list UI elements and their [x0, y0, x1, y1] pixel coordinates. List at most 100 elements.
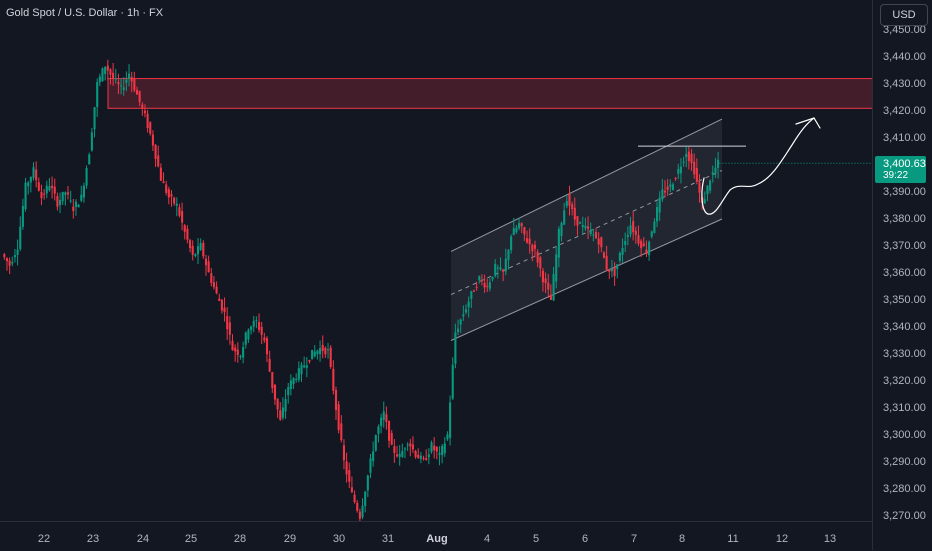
candle-body — [491, 276, 494, 280]
candle-body — [130, 76, 133, 82]
price-tick: 3,430.00 — [883, 78, 926, 90]
candle-body — [135, 90, 139, 95]
candle-body — [693, 161, 696, 175]
projection-arrowhead — [795, 117, 821, 129]
candle-body — [340, 423, 343, 441]
time-tick: 30 — [332, 533, 346, 545]
time-tick: 13 — [823, 533, 837, 545]
price-chart[interactable] — [0, 0, 872, 521]
candle-body — [35, 169, 38, 181]
candle-body — [549, 294, 552, 300]
price-tick: 3,310.00 — [883, 402, 926, 414]
candle-body — [223, 307, 226, 313]
candle-body — [210, 273, 213, 283]
price-tick: 3,380.00 — [883, 213, 926, 225]
candle-body — [255, 320, 258, 322]
candle-body — [629, 225, 632, 235]
candle-body — [138, 91, 141, 102]
candle-body — [247, 329, 250, 340]
candle-body — [441, 445, 444, 456]
candle-body — [231, 340, 234, 351]
candle-body — [634, 230, 637, 235]
candle-body — [305, 365, 308, 368]
candle-body — [157, 155, 160, 167]
candle-body — [77, 204, 80, 208]
candle-body — [560, 223, 563, 236]
price-tick: 3,270.00 — [883, 510, 926, 522]
candle-body — [316, 350, 319, 355]
candle-body — [507, 250, 510, 261]
candle-body — [279, 410, 282, 420]
candle-body — [587, 226, 590, 229]
candle-body — [393, 446, 396, 453]
candle-body — [114, 78, 117, 80]
price-tick: 3,320.00 — [883, 375, 926, 387]
candle-body — [709, 180, 712, 191]
candle-body — [27, 182, 30, 187]
candle-body — [510, 236, 513, 251]
candle-body — [257, 321, 261, 330]
candle-body — [350, 487, 353, 493]
symbol-title: Gold Spot / U.S. Dollar · 1h · FX — [6, 7, 164, 19]
candle-body — [539, 257, 542, 269]
candle-body — [300, 364, 303, 375]
price-scale[interactable]: 3,450.00 3,440.00 3,430.00 3,420.00 3,410.00… — [872, 0, 932, 550]
candle-body — [21, 205, 24, 227]
candle-body — [496, 267, 499, 269]
resistance-zone — [107, 78, 872, 109]
time-tick: 22 — [37, 533, 51, 545]
candle-body — [348, 470, 351, 482]
candle-body — [425, 458, 428, 460]
candle-body — [658, 197, 661, 213]
candle-body — [579, 222, 582, 224]
candle-body — [11, 262, 14, 264]
candle-body — [228, 322, 231, 335]
candle-body — [106, 65, 109, 71]
candle-body — [101, 68, 104, 82]
time-tick: 25 — [184, 533, 198, 545]
candle-body — [24, 182, 27, 210]
price-tick: 3,440.00 — [883, 51, 926, 63]
candle-body — [475, 286, 478, 288]
candle-body — [581, 224, 584, 228]
candle-body — [573, 207, 576, 220]
candle-body — [467, 301, 470, 308]
candle-body — [313, 351, 316, 357]
candle-body — [525, 238, 529, 243]
candle-body — [661, 189, 664, 200]
candle-body — [478, 276, 481, 281]
candle-body — [183, 225, 186, 232]
candle-body — [112, 72, 115, 79]
candle-body — [263, 337, 266, 341]
candle-body — [446, 434, 449, 440]
candle-body — [486, 285, 489, 287]
candle-body — [372, 451, 375, 461]
projection-path — [701, 117, 815, 215]
candle-body — [390, 432, 393, 445]
candle-body — [464, 309, 468, 313]
candle-body — [332, 368, 335, 391]
candle-body — [342, 445, 346, 461]
candle-body — [541, 270, 545, 283]
candle-body — [117, 82, 120, 85]
candle-body — [703, 199, 706, 204]
candle-body — [3, 254, 6, 258]
candle-body — [456, 328, 460, 332]
candle-body — [470, 291, 473, 300]
candle-body — [679, 166, 682, 174]
time-scale[interactable]: 22 23 24 25 28 29 30 31 Aug 4 5 6 7 8 11 12 13 — [0, 521, 872, 551]
candle-body — [650, 231, 653, 237]
candle-body — [133, 79, 136, 91]
candle-body — [326, 349, 330, 351]
currency-button[interactable]: USD — [880, 4, 928, 26]
candle-body — [250, 326, 253, 331]
time-tick: 29 — [283, 533, 297, 545]
price-tick: 3,390.00 — [883, 186, 926, 198]
candle-body — [669, 184, 672, 187]
candle-body — [56, 196, 59, 207]
candle-body — [677, 169, 680, 174]
candle-body — [666, 186, 669, 190]
candle-body — [43, 193, 46, 195]
candle-body — [398, 453, 401, 457]
candle-body — [308, 359, 311, 362]
